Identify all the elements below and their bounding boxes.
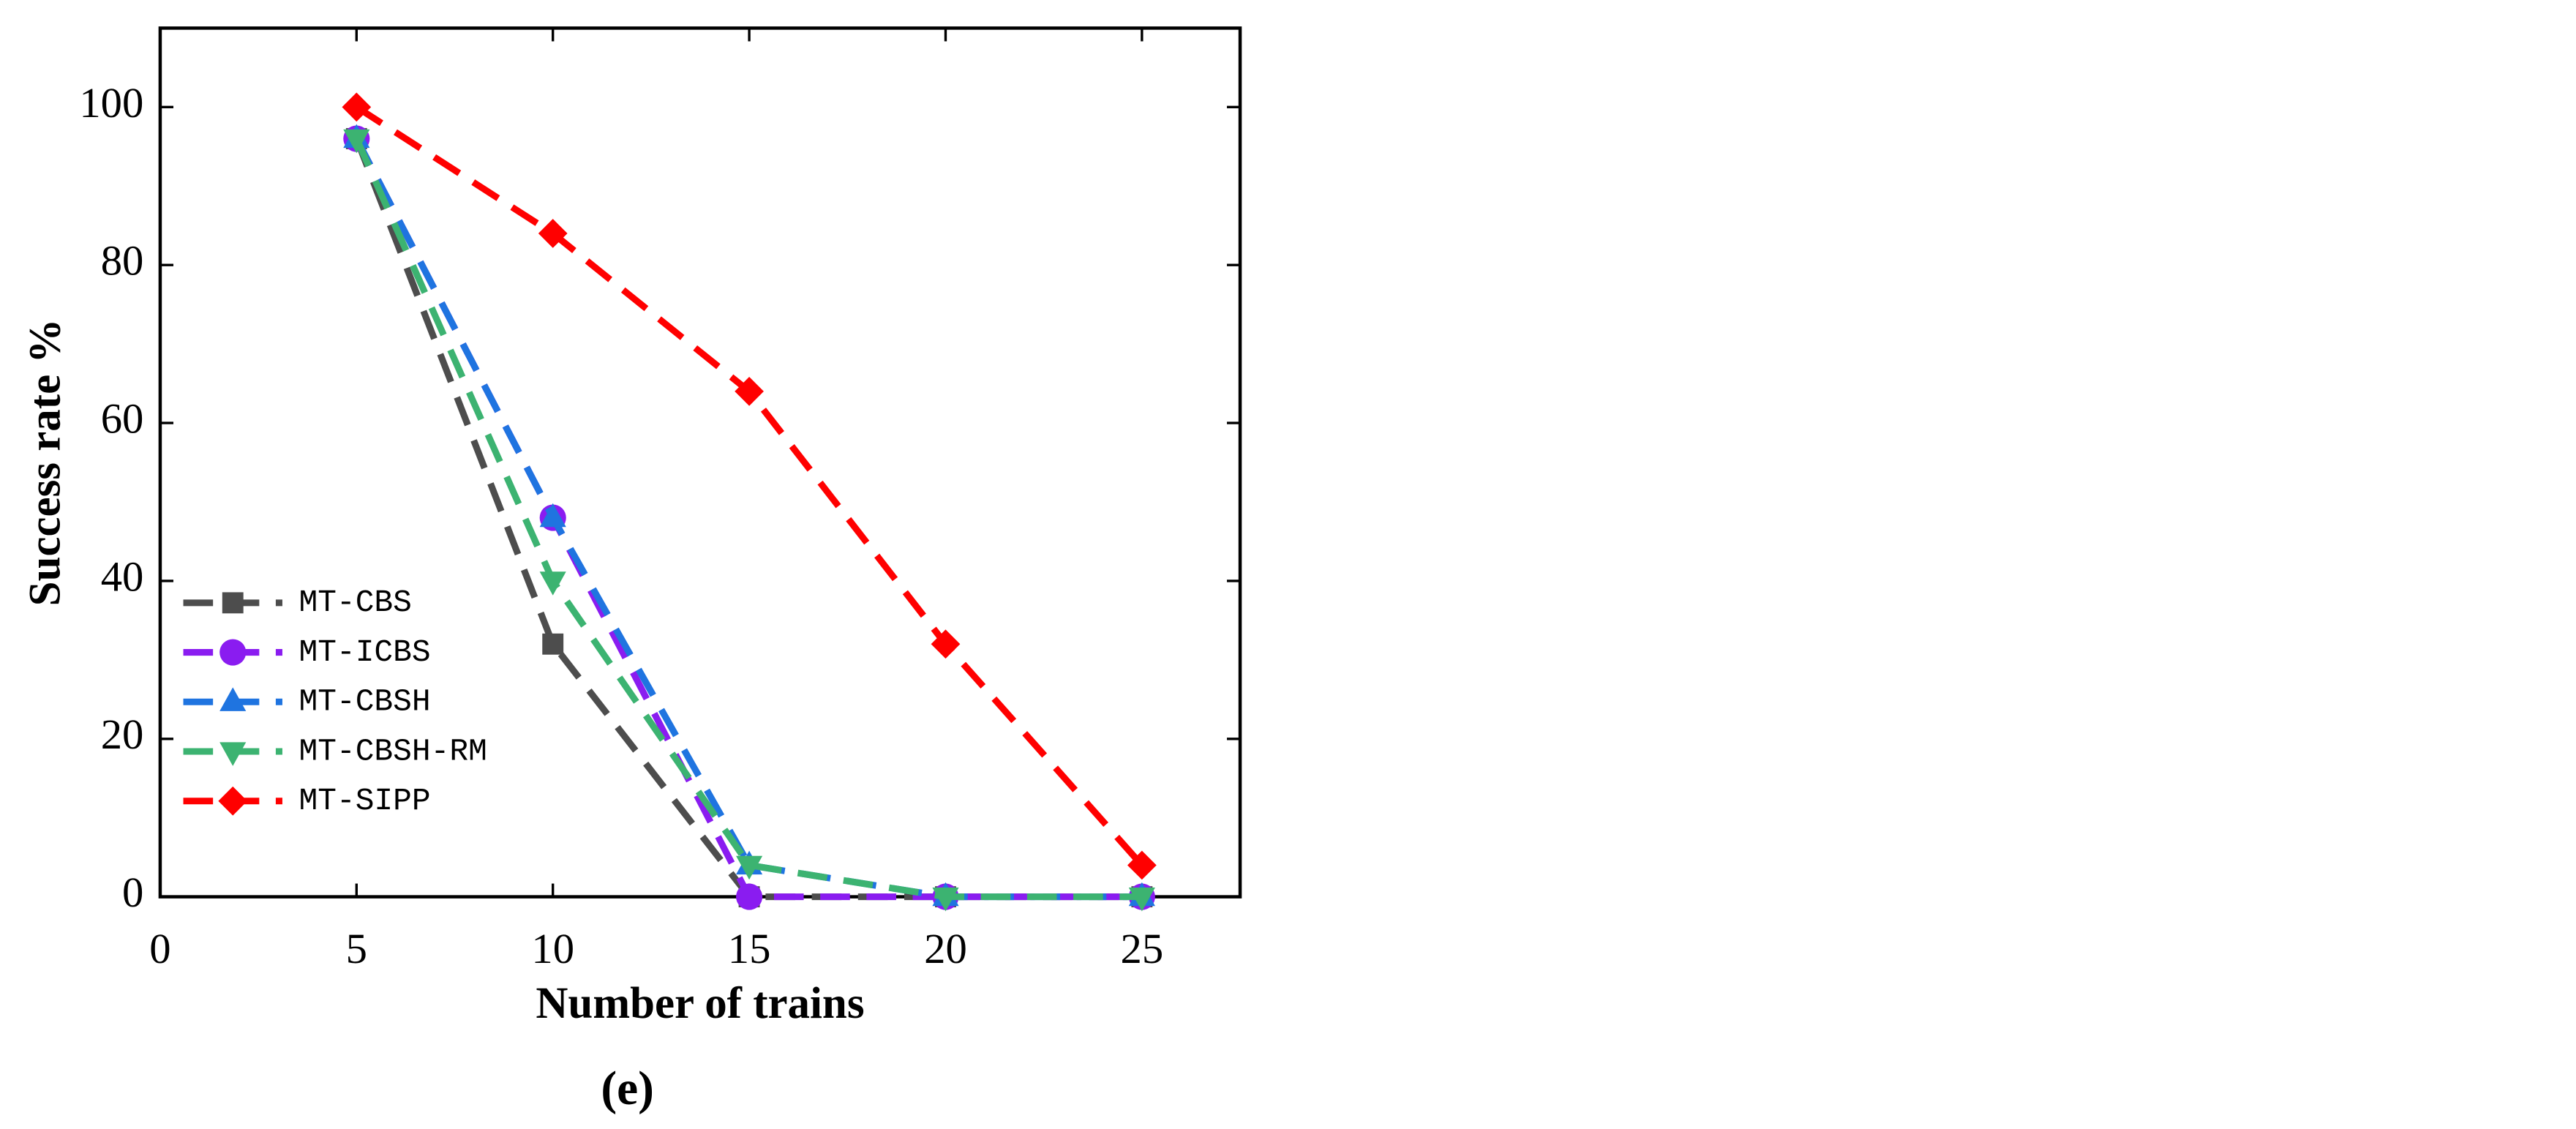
x-tick-label: 20 (924, 925, 967, 972)
marker (538, 219, 568, 248)
line (353, 137, 1142, 901)
line (353, 137, 1142, 901)
x-axis-label: Number of trains (536, 979, 864, 1028)
legend-label: MT-SIPP (299, 783, 431, 819)
legend-label: MT-CBS (299, 585, 412, 620)
series (343, 129, 1155, 912)
series (343, 124, 1155, 907)
x-tick-label: 10 (531, 925, 574, 972)
marker (736, 855, 763, 880)
marker (342, 92, 372, 122)
x-tick-label: 25 (1121, 925, 1164, 972)
legend-label: MT-CBSH (299, 684, 431, 720)
y-axis-label: Success rate % (21, 319, 70, 607)
legend-label: MT-CBSH-RM (299, 733, 487, 769)
marker (343, 129, 370, 154)
x-tick-label: 0 (149, 925, 170, 972)
y-tick-label: 40 (101, 552, 144, 600)
series (345, 128, 1153, 908)
y-tick-label: 0 (122, 869, 143, 916)
y-tick-label: 80 (101, 237, 144, 285)
plot-frame (158, 26, 1242, 899)
series (342, 92, 1157, 880)
marker (1127, 850, 1157, 880)
y-tick-label: 20 (101, 710, 144, 758)
legend-marker (219, 639, 247, 666)
line (353, 137, 1142, 901)
series (343, 125, 1155, 910)
legend-label: MT-ICBS (299, 634, 431, 670)
marker (539, 571, 566, 596)
legend-marker (222, 592, 244, 614)
legend-marker (219, 687, 247, 711)
line (353, 137, 1142, 901)
marker (736, 883, 763, 910)
caption: (e) (601, 1062, 654, 1115)
marker (931, 629, 961, 659)
legend-marker (218, 786, 248, 816)
marker (1128, 887, 1155, 912)
y-tick-label: 100 (79, 79, 143, 127)
marker (932, 887, 959, 912)
x-tick-label: 15 (728, 925, 771, 972)
marker (539, 503, 566, 528)
y-tick-label: 60 (101, 395, 144, 443)
marker (735, 377, 764, 406)
x-tick-label: 5 (346, 925, 367, 972)
marker (542, 633, 564, 655)
legend-marker (219, 742, 247, 766)
